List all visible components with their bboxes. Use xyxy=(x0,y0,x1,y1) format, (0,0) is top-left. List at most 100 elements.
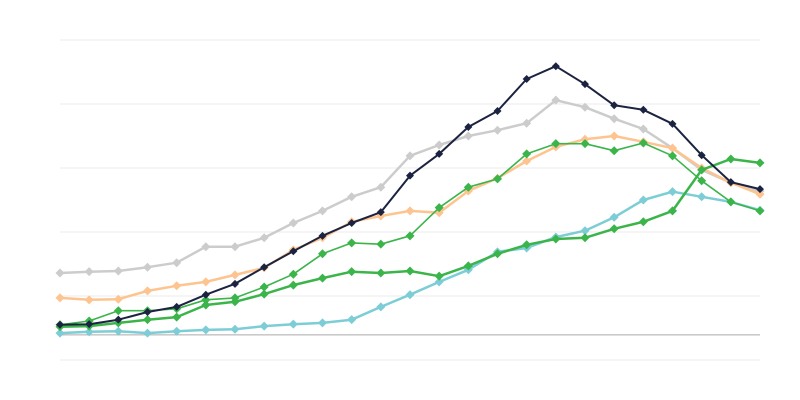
data-point xyxy=(84,267,94,277)
data-point xyxy=(668,143,677,153)
data-point xyxy=(405,206,415,216)
data-point xyxy=(84,295,94,305)
data-point xyxy=(84,327,94,337)
data-point xyxy=(697,151,706,160)
data-point xyxy=(405,151,415,161)
data-point xyxy=(639,105,648,114)
data-point xyxy=(609,212,619,222)
data-point xyxy=(580,102,590,112)
data-point xyxy=(726,197,736,207)
data-point xyxy=(376,239,386,249)
data-point xyxy=(464,123,473,132)
data-point xyxy=(580,233,590,243)
series-line xyxy=(59,157,761,328)
data-point xyxy=(522,149,532,159)
data-point xyxy=(668,119,677,128)
data-point xyxy=(493,107,502,116)
data-point xyxy=(376,182,386,192)
data-point xyxy=(201,290,210,299)
data-point xyxy=(406,171,414,180)
data-point xyxy=(114,315,123,324)
data-point xyxy=(113,326,123,336)
data-point xyxy=(172,281,182,291)
data-point xyxy=(55,328,65,338)
data-point xyxy=(522,118,532,128)
data-point xyxy=(56,320,64,329)
data-point xyxy=(638,195,648,205)
data-point xyxy=(551,62,560,71)
data-point xyxy=(522,156,532,166)
data-point xyxy=(172,312,182,322)
data-point xyxy=(376,302,386,312)
data-point xyxy=(551,234,561,244)
data-point xyxy=(230,293,240,303)
data-point xyxy=(668,187,677,197)
series-4 xyxy=(55,154,765,332)
data-point xyxy=(288,319,298,329)
data-point xyxy=(201,242,211,252)
data-point xyxy=(231,279,239,288)
data-point xyxy=(551,139,561,149)
data-point xyxy=(609,224,619,234)
data-point xyxy=(143,315,152,325)
data-point xyxy=(581,80,589,89)
data-point xyxy=(347,192,357,202)
data-point xyxy=(609,114,619,124)
data-point xyxy=(522,75,531,84)
data-point xyxy=(726,154,736,164)
data-point xyxy=(638,138,648,148)
data-point xyxy=(755,158,765,168)
data-point xyxy=(434,277,444,287)
data-point xyxy=(434,271,444,281)
data-point xyxy=(172,326,182,336)
series-6 xyxy=(56,62,764,329)
data-point xyxy=(113,294,123,304)
data-point xyxy=(376,208,385,217)
data-point xyxy=(259,282,269,292)
data-point xyxy=(493,174,502,184)
data-point xyxy=(201,295,211,305)
data-point xyxy=(755,189,765,199)
data-point xyxy=(172,302,181,311)
data-point xyxy=(318,273,327,283)
data-point xyxy=(347,219,356,228)
data-point xyxy=(55,268,65,278)
data-point xyxy=(113,306,123,316)
data-point xyxy=(347,267,357,277)
data-point xyxy=(288,218,298,228)
data-point xyxy=(288,280,298,290)
data-point xyxy=(288,269,298,279)
data-point xyxy=(463,131,473,141)
data-point xyxy=(143,308,152,316)
data-point xyxy=(405,290,415,300)
data-point xyxy=(172,258,182,268)
data-point xyxy=(609,131,619,141)
data-point xyxy=(580,139,590,149)
data-point xyxy=(551,95,561,105)
gridlines xyxy=(60,39,760,361)
data-point xyxy=(638,124,648,134)
data-point xyxy=(230,324,240,334)
data-point xyxy=(668,206,677,216)
data-point xyxy=(318,231,327,240)
data-point xyxy=(143,262,152,272)
data-point xyxy=(85,320,94,329)
series-line xyxy=(59,98,761,275)
data-point xyxy=(726,178,735,187)
data-point xyxy=(668,151,677,161)
data-point xyxy=(230,242,240,252)
data-point xyxy=(697,176,707,186)
data-point xyxy=(347,315,357,325)
series-1 xyxy=(55,95,765,278)
data-point xyxy=(522,240,532,250)
data-point xyxy=(143,328,152,338)
data-point xyxy=(376,268,386,278)
data-point xyxy=(289,247,298,256)
data-point xyxy=(347,238,357,248)
data-point xyxy=(697,165,707,175)
data-point xyxy=(610,101,619,110)
data-point xyxy=(609,146,619,156)
data-point xyxy=(259,289,269,299)
series-lines xyxy=(55,62,765,338)
data-point xyxy=(580,226,590,236)
